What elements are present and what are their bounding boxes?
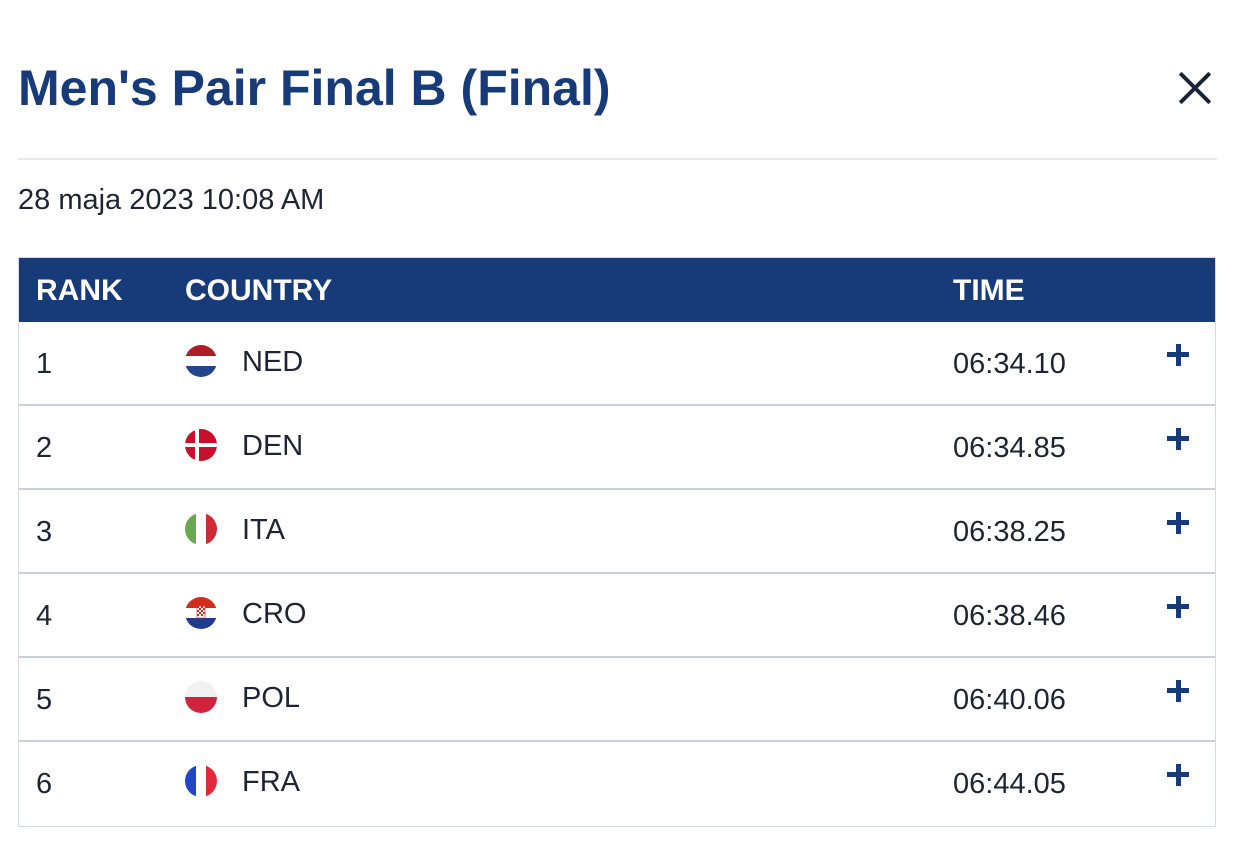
expand-plus-icon[interactable] <box>1167 596 1189 618</box>
modal-header: Men's Pair Final B (Final) <box>18 0 1217 160</box>
time-cell: 06:38.46 <box>953 600 1066 632</box>
close-icon[interactable] <box>1173 66 1217 110</box>
rank-cell: 1 <box>36 348 53 380</box>
country-code: DEN <box>242 430 304 462</box>
netherlands-flag-icon <box>185 345 217 377</box>
rank-cell: 2 <box>36 432 53 464</box>
rank-cell: 6 <box>36 768 53 800</box>
time-cell: 06:44.05 <box>953 768 1066 800</box>
table-row[interactable]: 5 POL 06:40.06 <box>19 658 1215 742</box>
table-row[interactable]: 1 NED 06:34.10 <box>19 322 1215 406</box>
expand-plus-icon[interactable] <box>1167 680 1189 702</box>
table-row[interactable]: 4 CRO <box>19 574 1215 658</box>
table-row[interactable]: 6 FRA 06:44.05 <box>19 742 1215 826</box>
expand-plus-icon[interactable] <box>1167 428 1189 450</box>
country-code: ITA <box>242 514 285 546</box>
results-table: RANK COUNTRY TIME 1 NED 06:34.10 2 <box>18 257 1216 827</box>
rank-cell: 4 <box>36 600 53 632</box>
france-flag-icon <box>185 765 217 797</box>
race-datetime: 28 maja 2023 10:08 AM <box>18 184 325 216</box>
rank-cell: 5 <box>36 684 53 716</box>
denmark-flag-icon <box>185 429 217 461</box>
country-code: FRA <box>242 766 300 798</box>
time-cell: 06:40.06 <box>953 684 1066 716</box>
country-code: POL <box>242 682 301 714</box>
time-cell: 06:38.25 <box>953 516 1066 548</box>
column-header-rank: RANK <box>36 274 123 307</box>
italy-flag-icon <box>185 513 217 545</box>
table-row[interactable]: 3 ITA 06:38.25 <box>19 490 1215 574</box>
time-cell: 06:34.10 <box>953 348 1066 380</box>
column-header-country: COUNTRY <box>185 274 333 307</box>
croatia-flag-icon <box>185 597 217 629</box>
table-header: RANK COUNTRY TIME <box>19 258 1215 322</box>
country-code: NED <box>242 346 304 378</box>
results-modal: Men's Pair Final B (Final) 28 maja 2023 … <box>18 0 1217 846</box>
poland-flag-icon <box>185 681 217 713</box>
expand-plus-icon[interactable] <box>1167 512 1189 534</box>
expand-plus-icon[interactable] <box>1167 344 1189 366</box>
expand-plus-icon[interactable] <box>1167 764 1189 786</box>
page-title: Men's Pair Final B (Final) <box>18 60 611 116</box>
time-cell: 06:34.85 <box>953 432 1066 464</box>
column-header-time: TIME <box>953 274 1025 307</box>
rank-cell: 3 <box>36 516 53 548</box>
table-row[interactable]: 2 DEN 06:34.85 <box>19 406 1215 490</box>
country-code: CRO <box>242 598 307 630</box>
